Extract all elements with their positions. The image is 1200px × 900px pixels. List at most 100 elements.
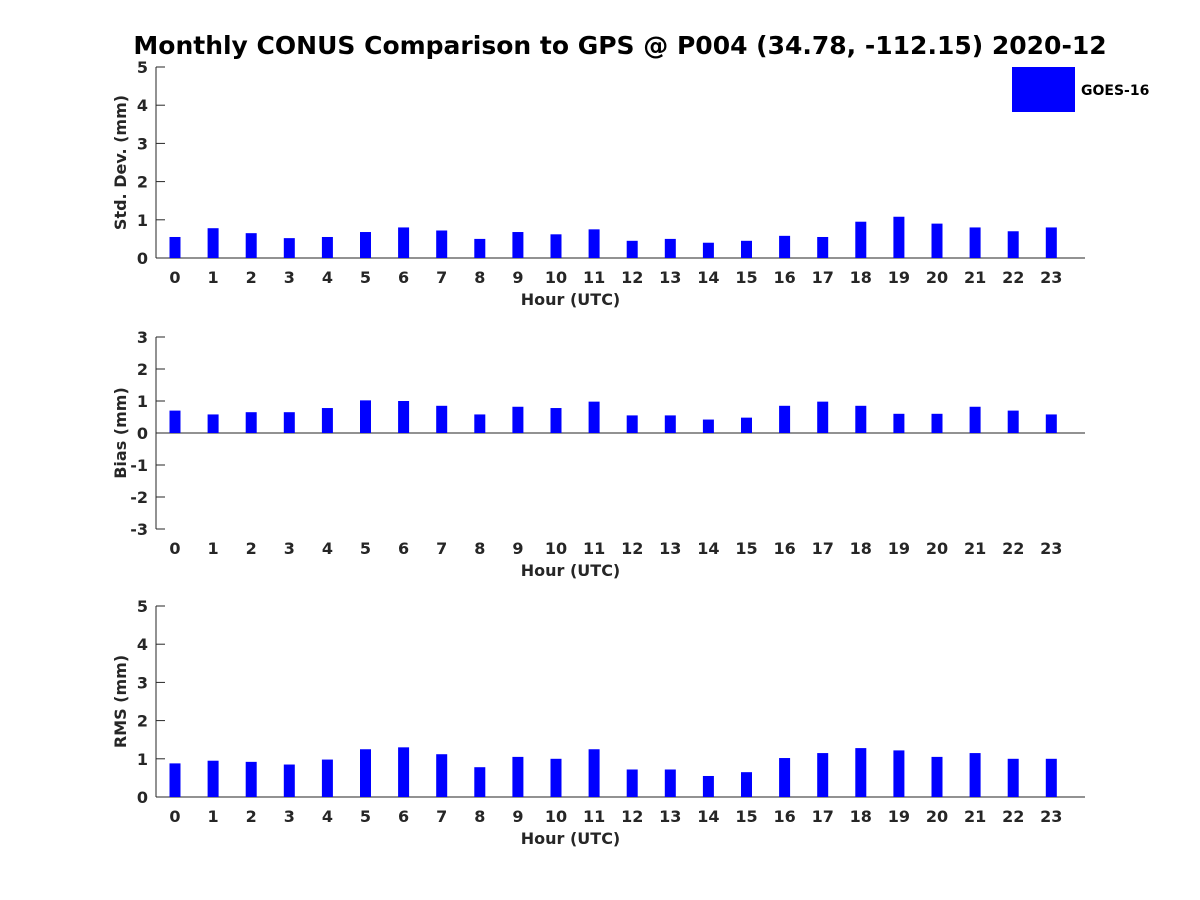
std-dev-x-tick-label: 19	[888, 268, 910, 287]
rms-x-tick-label: 15	[735, 807, 757, 826]
std-dev-bar-hour-21	[969, 227, 981, 258]
bias-x-axis-label: Hour (UTC)	[521, 561, 621, 580]
bias-x-tick-label: 6	[398, 539, 409, 558]
bias-x-tick-label: 22	[1002, 539, 1024, 558]
rms-x-tick-label: 8	[474, 807, 485, 826]
bias-x-tick-label: 1	[208, 539, 219, 558]
rms-bar-hour-22	[1007, 758, 1019, 797]
bias-bar-hour-16	[779, 405, 791, 433]
std-dev-y-tick-label: 0	[137, 249, 148, 268]
rms-y-tick-label: 0	[137, 788, 148, 807]
bias-bar-hour-13	[664, 415, 676, 433]
bias-y-tick-label: 2	[137, 360, 148, 379]
std-dev-bar-hour-6	[398, 227, 410, 258]
legend-label: GOES-16	[1081, 83, 1149, 99]
std-dev-y-tick-label: 1	[137, 211, 148, 230]
std-dev-x-tick-label: 1	[208, 268, 219, 287]
rms-x-tick-label: 9	[512, 807, 523, 826]
bias-y-tick-label: -1	[130, 456, 148, 475]
bias-bar-hour-1	[207, 414, 219, 433]
std-dev-bar-hour-10	[550, 234, 562, 258]
bias-bar-hour-0	[169, 410, 181, 433]
rms-x-tick-label: 16	[773, 807, 795, 826]
std-dev-x-axis-label: Hour (UTC)	[521, 290, 621, 309]
bias-bar-hour-23	[1045, 414, 1057, 433]
rms-bar-hour-10	[550, 758, 562, 797]
bias-y-axis-label: Bias (mm)	[111, 387, 130, 479]
rms-bar-hour-23	[1045, 758, 1057, 797]
rms-bar-hour-21	[969, 753, 981, 797]
rms-x-tick-label: 3	[284, 807, 295, 826]
std-dev-bar-hour-5	[360, 232, 371, 258]
rms-x-tick-label: 20	[926, 807, 948, 826]
rms-y-tick-label: 3	[137, 673, 148, 692]
bias-x-tick-label: 20	[926, 539, 948, 558]
std-dev-x-tick-label: 3	[284, 268, 295, 287]
std-dev-bar-hour-4	[321, 236, 333, 258]
rms-bar-hour-12	[626, 769, 638, 797]
bias-x-tick-label: 11	[583, 539, 605, 558]
std-dev-x-tick-label: 4	[322, 268, 333, 287]
std-dev-x-tick-label: 11	[583, 268, 605, 287]
rms-y-tick-label: 4	[137, 635, 148, 654]
std-dev-bar-hour-9	[512, 232, 524, 258]
bias-bar-hour-14	[702, 419, 714, 433]
bias-x-tick-label: 21	[964, 539, 986, 558]
std-dev-x-tick-label: 8	[474, 268, 485, 287]
rms-bar-hour-6	[398, 747, 410, 797]
rms-bar-hour-3	[283, 764, 295, 797]
rms-bar-hour-1	[207, 760, 219, 797]
rms-bar-hour-18	[855, 748, 867, 797]
bias-x-tick-label: 23	[1040, 539, 1062, 558]
rms-x-tick-label: 2	[246, 807, 257, 826]
bias-x-tick-label: 4	[322, 539, 333, 558]
rms-x-tick-label: 13	[659, 807, 681, 826]
std-dev-bar-hour-17	[817, 236, 829, 258]
bias-x-tick-label: 2	[246, 539, 257, 558]
bias-x-tick-label: 7	[436, 539, 447, 558]
bias-bar-hour-18	[855, 405, 867, 433]
std-dev-y-tick-label: 3	[137, 134, 148, 153]
legend: GOES-16	[1012, 67, 1149, 112]
rms-y-tick-label: 1	[137, 750, 148, 769]
std-dev-bar-hour-22	[1007, 231, 1019, 258]
rms-x-tick-label: 22	[1002, 807, 1024, 826]
rms-x-tick-label: 4	[322, 807, 333, 826]
rms-bar-hour-5	[360, 749, 371, 797]
std-dev-x-tick-label: 17	[812, 268, 834, 287]
std-dev-bar-hour-11	[588, 229, 600, 258]
bias-y-tick-label: -2	[130, 488, 148, 507]
rms-bar-hour-0	[169, 763, 181, 797]
rms-bar-hour-8	[474, 767, 486, 797]
bias-x-tick-label: 14	[697, 539, 719, 558]
bias-x-tick-label: 18	[850, 539, 872, 558]
std-dev-x-tick-label: 10	[545, 268, 567, 287]
legend-swatch	[1012, 67, 1075, 112]
bias-bar-hour-20	[931, 413, 943, 433]
std-dev-x-tick-label: 23	[1040, 268, 1062, 287]
std-dev-x-tick-label: 14	[697, 268, 719, 287]
rms-bar-hour-19	[893, 750, 905, 797]
std-dev-bar-hour-0	[169, 236, 181, 258]
rms-bar-hour-16	[779, 758, 791, 797]
rms-x-tick-label: 6	[398, 807, 409, 826]
bias-x-tick-label: 13	[659, 539, 681, 558]
bias-x-tick-label: 9	[512, 539, 523, 558]
rms-x-tick-label: 5	[360, 807, 371, 826]
bias-bar-hour-10	[550, 408, 562, 433]
bias-bar-hour-5	[360, 400, 371, 433]
bias-bar-hour-22	[1007, 410, 1019, 433]
rms-bar-hour-9	[512, 756, 524, 797]
rms-bar-hour-17	[817, 753, 829, 797]
rms-x-tick-label: 14	[697, 807, 719, 826]
std-dev-bar-hour-20	[931, 223, 943, 258]
bias-bar-hour-9	[512, 406, 524, 433]
rms-x-tick-label: 0	[169, 807, 180, 826]
std-dev-bar-hour-15	[741, 240, 752, 258]
rms-x-tick-label: 10	[545, 807, 567, 826]
bias-x-tick-label: 17	[812, 539, 834, 558]
